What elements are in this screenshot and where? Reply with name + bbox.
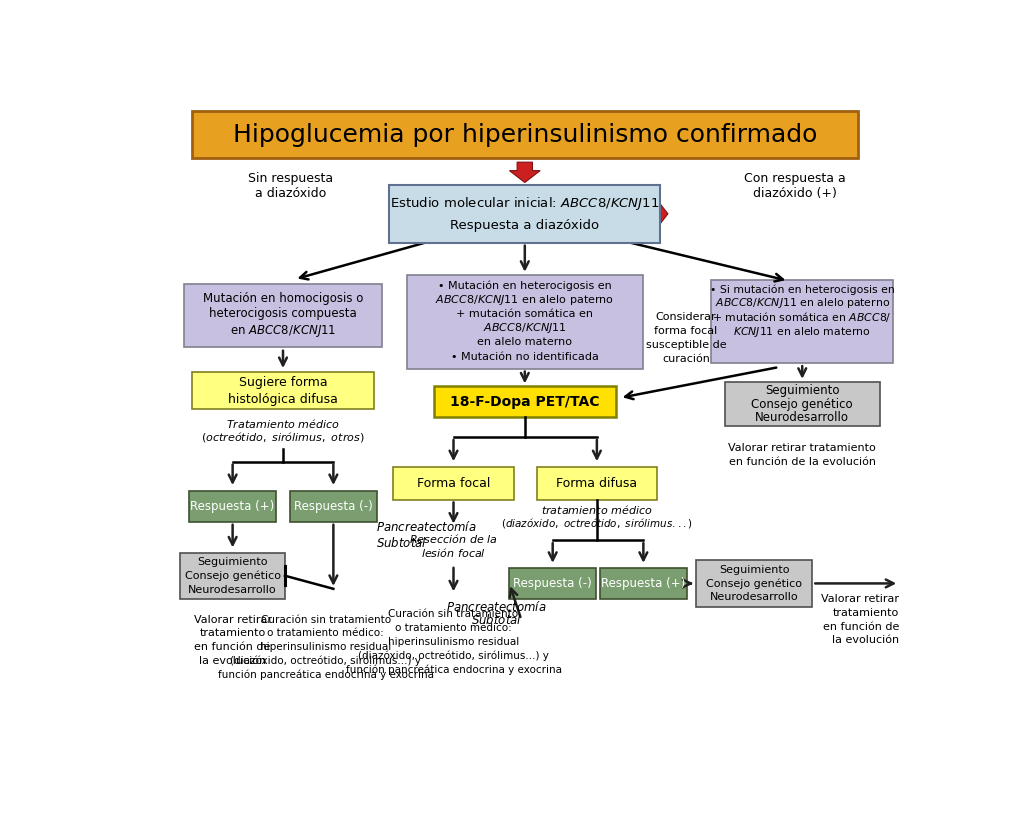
Text: $\it{Resección\ de\ la}$: $\it{Resección\ de\ la}$ bbox=[410, 533, 498, 546]
Text: $\it{ABCC8/KCNJ11}$ en alelo paterno: $\it{ABCC8/KCNJ11}$ en alelo paterno bbox=[715, 296, 890, 310]
Text: en $\it{ABCC8/KCNJ11}$: en $\it{ABCC8/KCNJ11}$ bbox=[229, 323, 336, 339]
Text: 18-F-Dopa PET/TAC: 18-F-Dopa PET/TAC bbox=[451, 394, 599, 409]
Bar bbox=[407, 275, 643, 368]
Text: forma focal: forma focal bbox=[654, 326, 718, 336]
Text: Respuesta a diazóxido: Respuesta a diazóxido bbox=[451, 219, 599, 232]
Text: $\it{Subtotal}$: $\it{Subtotal}$ bbox=[471, 613, 521, 628]
Text: $\it{(octreótido,\ sirólimus,\ otros)}$: $\it{(octreótido,\ sirólimus,\ otros)}$ bbox=[201, 430, 365, 444]
Text: $\it{tratamiento\ médico}$: $\it{tratamiento\ médico}$ bbox=[541, 503, 652, 516]
Text: $\it{Tratamiento\ médico}$: $\it{Tratamiento\ médico}$ bbox=[226, 417, 340, 430]
Bar bbox=[725, 381, 880, 426]
Text: • Si mutación en heterocigosis en: • Si mutación en heterocigosis en bbox=[710, 284, 895, 294]
Text: $\it{Pancreatectomía}$: $\it{Pancreatectomía}$ bbox=[376, 520, 477, 534]
Text: Seguimiento: Seguimiento bbox=[765, 384, 840, 397]
Text: Seguimiento: Seguimiento bbox=[719, 564, 790, 575]
Text: Curación sin tratamiento: Curación sin tratamiento bbox=[388, 609, 518, 620]
Text: heterocigosis compuesta: heterocigosis compuesta bbox=[209, 307, 357, 320]
Text: $\it{ABCC8/KCNJ11}$ en alelo paterno: $\it{ABCC8/KCNJ11}$ en alelo paterno bbox=[435, 293, 614, 307]
Text: Respuesta (-): Respuesta (-) bbox=[294, 500, 373, 513]
Text: en función de: en función de bbox=[822, 622, 899, 632]
Text: Considerar: Considerar bbox=[655, 312, 717, 322]
Text: • Mutación en heterocigosis en: • Mutación en heterocigosis en bbox=[438, 281, 611, 291]
Text: $\it{(diazóxido,\ octreótido,\ sirólimus...)}$: $\it{(diazóxido,\ octreótido,\ sirólimus… bbox=[501, 516, 693, 530]
Text: susceptible de: susceptible de bbox=[646, 340, 726, 350]
Text: tratamiento: tratamiento bbox=[200, 628, 266, 638]
Bar bbox=[712, 280, 893, 363]
Text: Neurodesarrollo: Neurodesarrollo bbox=[188, 585, 276, 594]
Text: en función de: en función de bbox=[195, 642, 270, 652]
Text: $\it{Pancreatectomía}$: $\it{Pancreatectomía}$ bbox=[445, 599, 547, 614]
Text: curación: curación bbox=[663, 354, 710, 363]
Text: $\it{lesión\ focal}$: $\it{lesión\ focal}$ bbox=[421, 546, 486, 559]
Text: Respuesta (-): Respuesta (-) bbox=[513, 577, 592, 590]
Text: Hipoglucemia por hiperinsulinismo confirmado: Hipoglucemia por hiperinsulinismo confir… bbox=[232, 123, 817, 146]
Text: Seguimiento: Seguimiento bbox=[198, 557, 268, 567]
Text: Consejo genético: Consejo genético bbox=[707, 578, 802, 589]
Text: hiperinsulinismo residual: hiperinsulinismo residual bbox=[388, 637, 519, 647]
Polygon shape bbox=[394, 202, 411, 226]
Bar bbox=[600, 568, 687, 599]
Text: Sin respuesta
a diazóxido: Sin respuesta a diazóxido bbox=[248, 172, 334, 200]
Bar bbox=[509, 568, 596, 599]
Text: Forma focal: Forma focal bbox=[417, 477, 490, 489]
Text: o tratamiento médico:: o tratamiento médico: bbox=[267, 628, 384, 638]
Text: o tratamiento médico:: o tratamiento médico: bbox=[395, 623, 512, 633]
Text: Curación sin tratamiento: Curación sin tratamiento bbox=[260, 615, 391, 624]
Text: histológica difusa: histológica difusa bbox=[228, 393, 338, 406]
Text: Neurodesarrollo: Neurodesarrollo bbox=[756, 411, 849, 424]
Text: Consejo genético: Consejo genético bbox=[752, 398, 853, 411]
Bar bbox=[389, 185, 660, 243]
Text: Estudio molecular inicial: $\it{ABCC8/KCNJ11}$: Estudio molecular inicial: $\it{ABCC8/KC… bbox=[390, 195, 659, 212]
Text: tratamiento: tratamiento bbox=[833, 607, 899, 618]
Text: Sugiere forma: Sugiere forma bbox=[239, 376, 328, 389]
Text: Valorar retirar: Valorar retirar bbox=[821, 593, 899, 604]
Text: + mutación somática en: + mutación somática en bbox=[457, 309, 593, 319]
Text: Valorar retirar tratamiento: Valorar retirar tratamiento bbox=[728, 443, 877, 453]
Text: (diazóxido, octreótido, sirólimus...) y: (diazóxido, octreótido, sirólimus...) y bbox=[230, 656, 421, 667]
Text: en alelo materno: en alelo materno bbox=[477, 337, 572, 346]
Text: función pancreática endocrina y exocrina: función pancreática endocrina y exocrina bbox=[345, 664, 561, 675]
Text: hiperinsulinismo residual: hiperinsulinismo residual bbox=[260, 642, 391, 652]
Text: + mutación somática en $\it{ABCC8/}$: + mutación somática en $\it{ABCC8/}$ bbox=[713, 310, 892, 324]
Text: $\it{KCNJ11}$ en alelo materno: $\it{KCNJ11}$ en alelo materno bbox=[733, 325, 871, 339]
Bar bbox=[393, 467, 514, 499]
Text: $\it{ABCC8/KCNJ11}$: $\it{ABCC8/KCNJ11}$ bbox=[483, 321, 566, 335]
Bar bbox=[191, 111, 858, 159]
Bar bbox=[191, 372, 374, 410]
Bar bbox=[537, 467, 657, 499]
Bar bbox=[434, 386, 615, 417]
Text: • Mutación no identificada: • Mutación no identificada bbox=[451, 352, 599, 362]
Bar bbox=[290, 491, 377, 522]
Bar bbox=[180, 553, 285, 599]
Text: Neurodesarrollo: Neurodesarrollo bbox=[710, 593, 799, 602]
Text: Respuesta (+): Respuesta (+) bbox=[190, 500, 274, 513]
Text: (diazóxido, octreótido, sirólimus...) y: (diazóxido, octreótido, sirólimus...) y bbox=[358, 650, 549, 661]
Text: Mutación en homocigosis o: Mutación en homocigosis o bbox=[203, 292, 364, 305]
Bar bbox=[189, 491, 276, 522]
Bar bbox=[696, 560, 812, 606]
Bar bbox=[184, 284, 382, 347]
Text: en función de la evolución: en función de la evolución bbox=[729, 457, 876, 467]
Text: Respuesta (+): Respuesta (+) bbox=[601, 577, 685, 590]
Text: la evolución: la evolución bbox=[199, 656, 266, 666]
Text: Con respuesta a
diazóxido (+): Con respuesta a diazóxido (+) bbox=[743, 172, 846, 200]
Text: $\it{Subtotal}$: $\it{Subtotal}$ bbox=[376, 536, 427, 550]
Text: Forma difusa: Forma difusa bbox=[556, 477, 637, 489]
Text: la evolución: la evolución bbox=[831, 636, 899, 646]
Polygon shape bbox=[510, 162, 540, 182]
Polygon shape bbox=[651, 202, 668, 226]
Text: Consejo genético: Consejo genético bbox=[184, 571, 281, 581]
Text: Valorar retirar: Valorar retirar bbox=[194, 615, 271, 624]
Text: función pancreática endocrina y exocrina: función pancreática endocrina y exocrina bbox=[218, 670, 433, 680]
